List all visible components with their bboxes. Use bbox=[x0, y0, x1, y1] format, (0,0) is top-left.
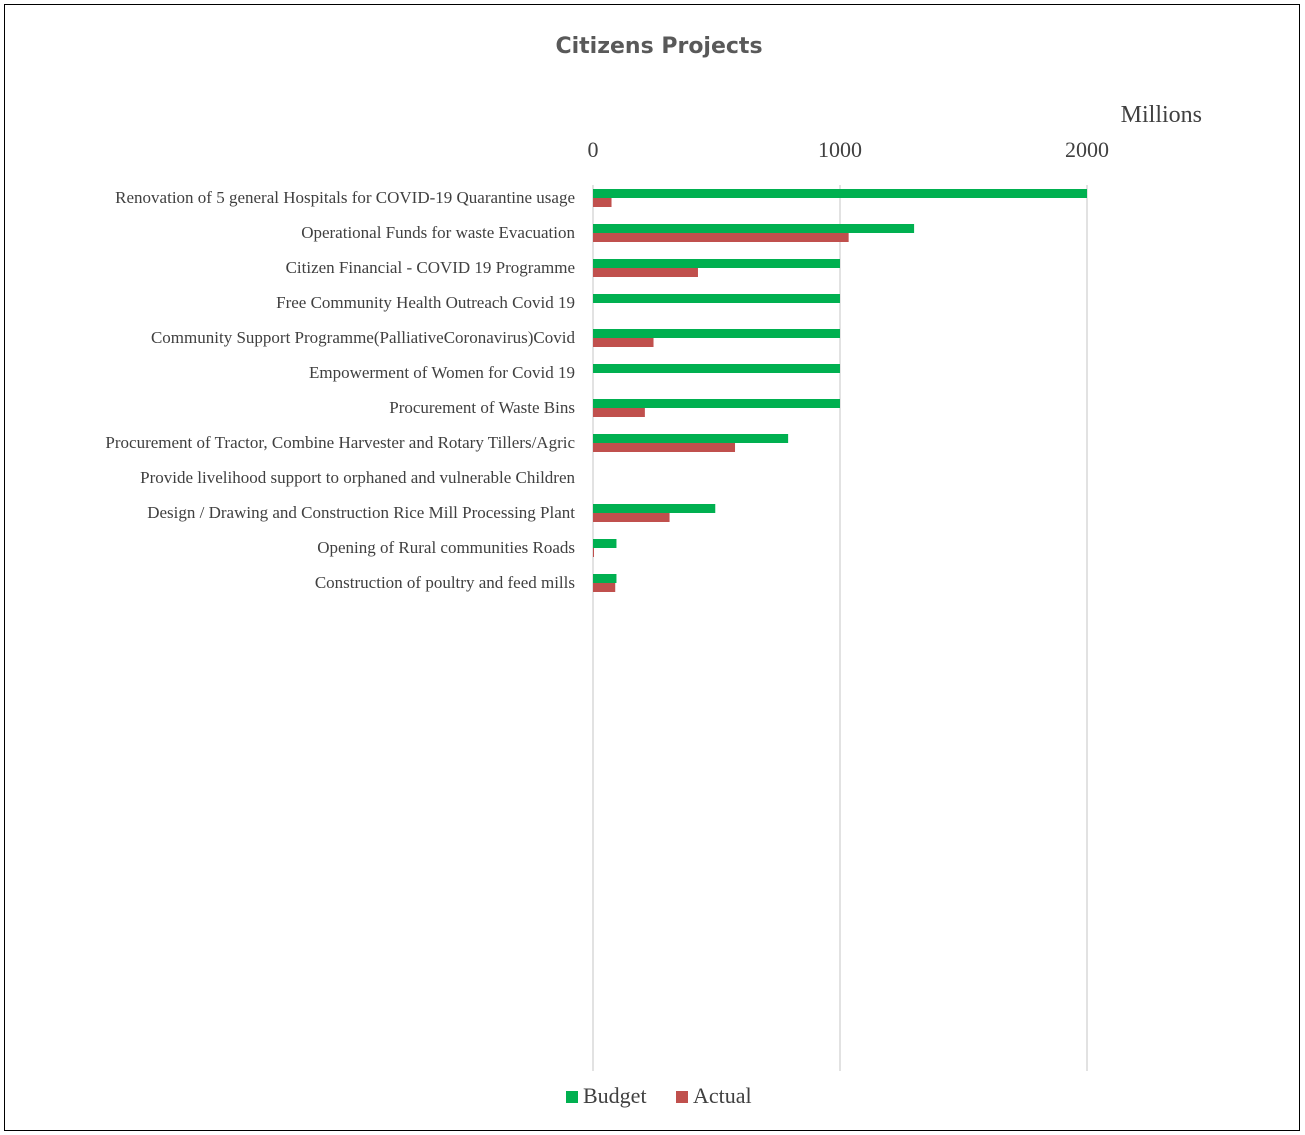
bar-actual bbox=[593, 583, 616, 592]
bar-actual bbox=[593, 268, 698, 277]
gridlines bbox=[592, 185, 1088, 1071]
category-label: Design / Drawing and Construction Rice M… bbox=[147, 503, 575, 522]
category-label: Construction of poultry and feed mills bbox=[315, 573, 575, 592]
bar-budget bbox=[593, 574, 617, 583]
chart-title: Citizens Projects bbox=[555, 34, 762, 59]
category-label: Community Support Programme(PalliativeCo… bbox=[151, 328, 576, 347]
bar-budget bbox=[593, 259, 840, 268]
category-label: Provide livelihood support to orphaned a… bbox=[140, 468, 575, 487]
bar-chart: Citizens Projects Millions 0 1000 2000 Ren… bbox=[105, 34, 1202, 1108]
category-label: Empowerment of Women for Covid 19 bbox=[309, 363, 575, 382]
legend-label-budget: Budget bbox=[583, 1083, 647, 1108]
category-label: Free Community Health Outreach Covid 19 bbox=[276, 293, 575, 312]
x-tick-label: 0 bbox=[588, 137, 599, 162]
bar-actual bbox=[593, 548, 594, 557]
bar-actual bbox=[593, 198, 612, 207]
legend-swatch-budget bbox=[566, 1091, 578, 1103]
legend-swatch-actual bbox=[676, 1091, 688, 1103]
category-label: Renovation of 5 general Hospitals for CO… bbox=[115, 188, 575, 207]
category-label: Procurement of Tractor, Combine Harveste… bbox=[105, 433, 575, 452]
x-tick-label: 1000 bbox=[818, 137, 862, 162]
legend-label-actual: Actual bbox=[693, 1083, 752, 1108]
legend: Budget Actual bbox=[566, 1083, 752, 1108]
bar-actual bbox=[593, 443, 736, 452]
bar-budget bbox=[593, 294, 840, 303]
bar-actual bbox=[593, 233, 849, 242]
bar-budget bbox=[593, 504, 716, 513]
category-label: Procurement of Waste Bins bbox=[389, 398, 575, 417]
bar-budget bbox=[593, 224, 915, 233]
bar-budget bbox=[593, 364, 840, 373]
category-label: Opening of Rural communities Roads bbox=[317, 538, 575, 557]
x-tick-label: 2000 bbox=[1065, 137, 1109, 162]
bar-budget bbox=[593, 434, 789, 443]
chart-frame: Citizens Projects Millions 0 1000 2000 Ren… bbox=[4, 4, 1300, 1131]
bar-actual bbox=[593, 338, 654, 347]
bar-budget bbox=[593, 329, 840, 338]
bar-budget bbox=[593, 399, 840, 408]
axis-unit-label: Millions bbox=[1121, 102, 1202, 128]
x-axis-ticks: 0 1000 2000 bbox=[588, 137, 1110, 162]
category-label: Operational Funds for waste Evacuation bbox=[301, 223, 575, 242]
bar-actual bbox=[593, 408, 645, 417]
bar-actual bbox=[593, 513, 670, 522]
category-labels: Renovation of 5 general Hospitals for CO… bbox=[105, 188, 575, 592]
bar-budget bbox=[593, 539, 617, 548]
bars bbox=[593, 189, 1087, 592]
category-label: Citizen Financial - COVID 19 Programme bbox=[286, 258, 575, 277]
bar-budget bbox=[593, 189, 1087, 198]
